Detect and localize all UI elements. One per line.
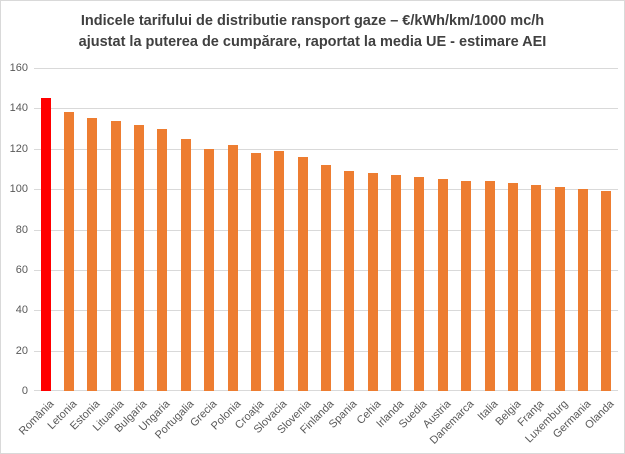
y-axis: 0 20 40 60 80 100 120 140 160 (1, 63, 28, 397)
chart-title-line2: ajustat la puterea de cumpărare, raporta… (78, 34, 547, 50)
bar-Luxemburg (554, 187, 565, 391)
bar-Lituania (110, 120, 121, 391)
bar-Italia (484, 181, 495, 391)
y-tick-label: 100 (9, 183, 28, 195)
y-tick-label: 0 (21, 385, 28, 397)
bar-Olanda (601, 191, 612, 391)
y-tick-label: 60 (15, 264, 28, 276)
bar-Croaţia (250, 152, 261, 391)
chart-title-line1: Indicele tarifului de distributie ranspo… (80, 13, 545, 29)
gridline (34, 68, 618, 69)
y-tick-label: 80 (15, 224, 28, 236)
bar-Finlanda (321, 164, 331, 391)
plot-area (34, 68, 618, 391)
y-tick-label: 20 (15, 345, 28, 357)
bar-Cehia (367, 172, 378, 391)
bar-Germania (577, 189, 588, 391)
bar-Belgia (507, 183, 518, 391)
bar-Irlanda (391, 175, 402, 391)
bar-Grecia (204, 148, 215, 391)
bar-Letonia (64, 112, 75, 391)
y-tick-label: 140 (9, 102, 28, 114)
bar-Austria (437, 179, 448, 391)
x-axis: România Letonia Estonia Lituania Bulgaria Ung… (17, 391, 618, 453)
y-tick-label: 40 (15, 304, 28, 316)
bar-Bulgaria (134, 124, 145, 391)
bar-Slovacia (274, 150, 285, 391)
y-tick-label: 160 (9, 62, 28, 74)
bar-Estonia (87, 118, 98, 391)
chart-title: Indicele tarifului de distributie ranspo… (1, 11, 624, 53)
bar-Spania (344, 170, 355, 391)
bar-Polonia (227, 144, 238, 391)
gridline (34, 149, 618, 150)
bar-Ungaria (157, 128, 168, 391)
bar-Suedia (414, 177, 425, 391)
bar-Slovenia (297, 156, 308, 391)
gridline (34, 108, 618, 109)
bar-Portugalia (180, 138, 191, 391)
y-tick-label: 120 (9, 143, 28, 155)
bar-România (40, 98, 51, 391)
bar-Danemarca (461, 181, 472, 391)
bar-Franţa (531, 185, 542, 391)
